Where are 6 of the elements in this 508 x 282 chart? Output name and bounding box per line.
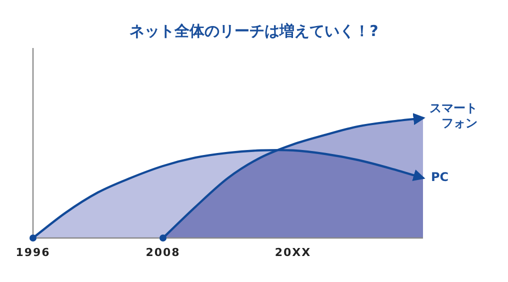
- series-label: PC: [431, 170, 449, 185]
- series-label: スマートフォン: [428, 101, 478, 131]
- chart-title: ネット全体のリーチは増えていく！?: [128, 22, 380, 40]
- x-tick-label: 2008: [144, 245, 182, 260]
- x-tick-label: 20XX: [274, 245, 312, 260]
- x-tick-label: 1996: [14, 245, 52, 260]
